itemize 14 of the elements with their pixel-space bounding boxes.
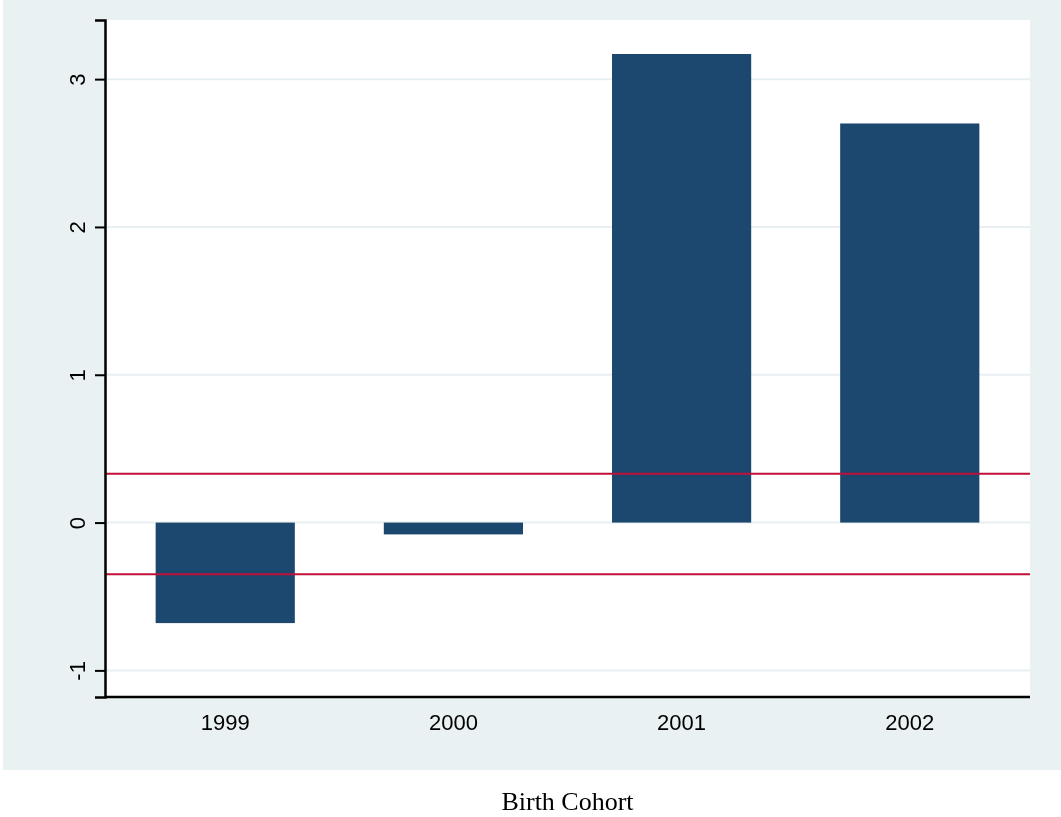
x-tick-label: 2002 [885, 709, 935, 735]
x-tick-label: 1999 [200, 709, 250, 735]
y-tick-label: 0 [64, 516, 90, 530]
x-tick-label: 2000 [428, 709, 478, 735]
y-tick-label: 1 [64, 369, 90, 382]
y-tick-label: 2 [64, 221, 90, 234]
x-axis-title: Birth Cohort [501, 787, 635, 816]
bar [155, 522, 295, 624]
bar [612, 54, 752, 523]
y-tick-label: -1 [64, 661, 90, 681]
bar [840, 123, 980, 523]
y-tick-label: 3 [64, 73, 90, 86]
x-tick-label: 2001 [657, 709, 707, 735]
bar [383, 522, 524, 535]
